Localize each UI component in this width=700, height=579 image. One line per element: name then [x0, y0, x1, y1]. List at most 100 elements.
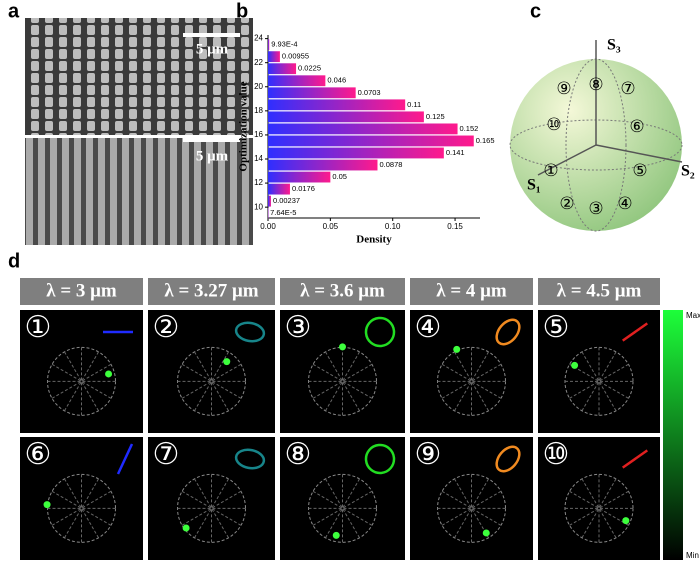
sphere-point: ①: [543, 161, 558, 180]
focal-spot: [482, 529, 490, 537]
polarization: [116, 443, 134, 475]
panel-label: a: [8, 0, 20, 22]
panel-label: b: [236, 0, 248, 22]
spot-label: ⑨: [415, 438, 442, 471]
sphere-point: ⑦: [620, 79, 635, 98]
value-label: 0.0703: [358, 88, 381, 97]
spot-label: ⑦: [153, 438, 180, 471]
value-label: 0.00955: [282, 52, 309, 61]
scale-text: 5 μm: [196, 41, 229, 57]
axis-label: S₁: [527, 177, 541, 194]
sphere-point: ⑥: [629, 117, 644, 136]
spoke: [181, 363, 242, 399]
bar: [268, 99, 406, 111]
spot-label: ②: [153, 311, 180, 344]
x-tick-label: 0.10: [385, 222, 401, 231]
spoke: [312, 363, 373, 399]
bar: [268, 195, 271, 207]
sphere-point: ④: [617, 194, 632, 213]
spoke: [194, 351, 229, 412]
polarization: [234, 321, 266, 343]
sem-top: [25, 18, 253, 135]
colorbar: [663, 310, 683, 560]
colorbar-max: Max: [686, 311, 700, 320]
value-label: 0.0878: [379, 160, 402, 169]
axis: [595, 144, 683, 163]
polarization: [495, 445, 521, 473]
axis: [537, 144, 597, 176]
spoke: [569, 363, 629, 399]
spot-label: ⑥: [25, 438, 52, 471]
sphere-point: ⑤: [632, 161, 647, 180]
spoke: [581, 478, 617, 539]
sphere-point: ③: [588, 199, 603, 218]
bar: [268, 207, 269, 219]
y-tick-label: 18: [254, 106, 263, 115]
spoke: [569, 490, 629, 526]
spoke: [441, 363, 502, 399]
spoke: [51, 490, 112, 526]
polarization: [234, 448, 266, 470]
focal-spot: [571, 361, 579, 369]
panel-label: d: [8, 250, 20, 272]
bar: [268, 171, 331, 183]
header-box: [20, 278, 143, 305]
spoke: [325, 478, 360, 539]
spoke: [569, 490, 629, 526]
spot-label: ⑧: [285, 438, 312, 471]
y-tick-label: 12: [254, 178, 263, 187]
focal-spot: [339, 343, 346, 351]
sem-side: [25, 138, 253, 245]
y-tick-label: 24: [254, 34, 263, 43]
spoke: [51, 363, 112, 399]
bar: [268, 183, 290, 195]
bar: [268, 147, 444, 159]
spot-label: ③: [285, 311, 312, 344]
spoke: [194, 478, 229, 539]
bar: [268, 51, 280, 63]
y-tick-label: 22: [254, 58, 263, 67]
value-label: 0.00237: [273, 196, 300, 205]
y-tick-label: 10: [254, 202, 263, 211]
x-tick-label: 0.15: [447, 222, 463, 231]
header: λ = 4 μm: [436, 280, 507, 301]
spot-label: ⑤: [543, 311, 570, 344]
spoke: [51, 363, 112, 399]
axis-label: S₃: [607, 37, 621, 54]
y-tick-label: 14: [254, 154, 263, 163]
spoke: [441, 490, 502, 526]
spoke: [454, 478, 489, 539]
focal-spot: [223, 358, 231, 366]
sphere-point: ⑨: [556, 79, 571, 98]
x-axis-label: Density: [356, 234, 392, 246]
spoke: [325, 351, 360, 412]
polarization: [621, 449, 649, 469]
header-box: [148, 278, 275, 305]
bar: [268, 159, 378, 171]
value-label: 7.64E-5: [270, 208, 296, 217]
sphere-point: ⑩: [546, 115, 561, 134]
spoke: [64, 351, 99, 412]
value-label: 0.0225: [298, 64, 321, 73]
spoke: [581, 478, 617, 539]
value-label: 0.125: [426, 112, 445, 121]
header: λ = 3.6 μm: [300, 280, 385, 301]
spoke: [581, 351, 617, 412]
spoke: [181, 490, 242, 526]
focal-spot: [332, 531, 340, 539]
spoke: [194, 351, 229, 412]
focal-spot: [43, 501, 51, 509]
spoke: [51, 490, 112, 526]
polarization: [621, 322, 649, 342]
spoke: [312, 363, 373, 399]
focal-spot: [622, 517, 630, 525]
sphere-point: ⑧: [588, 75, 603, 94]
bar: [268, 123, 458, 135]
spoke: [194, 478, 229, 539]
spoke: [64, 478, 99, 539]
polarization: [364, 316, 396, 348]
axis-label: S₂: [681, 163, 695, 180]
value-label: 0.11: [407, 100, 421, 109]
header: λ = 3 μm: [46, 280, 117, 301]
value-label: 0.046: [327, 76, 346, 85]
